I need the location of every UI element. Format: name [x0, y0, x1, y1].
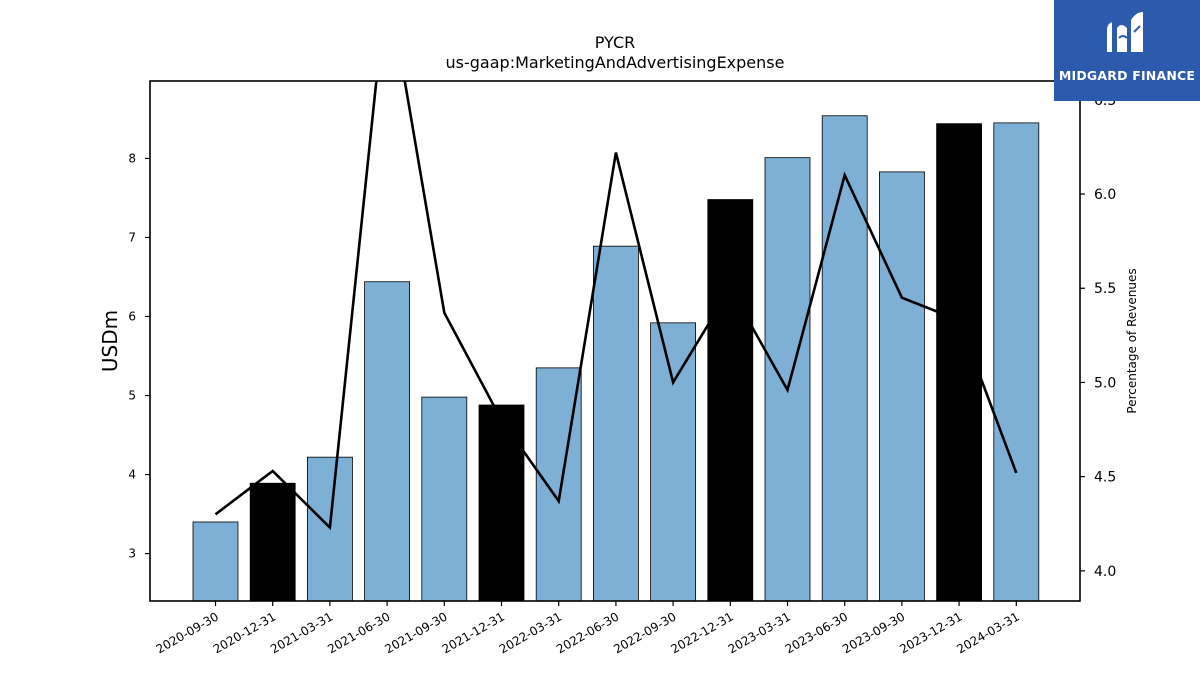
x-tick-label: 2022-12-31 [668, 609, 735, 656]
bar-2021-06-30 [364, 281, 411, 602]
logo-icon [1107, 12, 1143, 52]
x-tick-label: 2023-09-30 [840, 609, 907, 656]
bar-2021-09-30 [421, 396, 468, 602]
bars-group [192, 115, 1040, 602]
bar-2023-03-31 [764, 157, 811, 602]
x-tick-label: 2021-09-30 [382, 609, 449, 656]
x-tick-label: 2020-09-30 [154, 609, 221, 656]
y2-tick-label: 4.5 [1094, 470, 1116, 486]
bar-2022-12-31 [707, 199, 754, 602]
y-tick-label: 6 [128, 310, 136, 324]
x-tick-label: 2022-09-30 [611, 609, 678, 656]
x-tick-label: 2021-03-31 [268, 609, 335, 656]
y-axis-right: 4.04.55.05.56.06.5 [1080, 93, 1116, 580]
bar-2024-03-31 [993, 122, 1040, 602]
x-tick-label: 2023-12-31 [897, 609, 964, 656]
bar-2023-06-30 [821, 115, 868, 602]
chart-title: PYCR [595, 33, 635, 52]
chart-subtitle: us-gaap:MarketingAndAdvertisingExpense [446, 53, 785, 72]
y2-tick-label: 5.5 [1094, 281, 1116, 297]
x-axis: 2020-09-302020-12-312021-03-312021-06-30… [154, 601, 1022, 656]
y-tick-label: 5 [128, 389, 136, 403]
y2-tick-label: 6.0 [1094, 187, 1116, 203]
x-tick-label: 2023-03-31 [726, 609, 793, 656]
bar-2021-12-31 [478, 404, 525, 602]
x-tick-label: 2021-06-30 [325, 609, 392, 656]
y-tick-label: 8 [128, 151, 136, 165]
bar-2020-09-30 [192, 521, 239, 602]
x-tick-label: 2024-03-31 [954, 609, 1021, 656]
plot-frame [149, 80, 1081, 602]
y-tick-label: 3 [128, 547, 136, 561]
bar-2022-09-30 [650, 322, 696, 602]
y2-tick-label: 4.0 [1094, 564, 1116, 580]
y-axis-left: 3 4 5 6 7 8 [128, 151, 150, 561]
bar-2023-09-30 [879, 171, 925, 602]
y-tick-label: 4 [128, 468, 136, 482]
line-group [214, 81, 1018, 531]
bar-2020-12-31 [249, 482, 296, 602]
percentage-line [214, 81, 1018, 531]
logo-text: MIDGARD FINANCE [1058, 68, 1196, 83]
y-axis-label-right: Percentage of Revenues [1125, 268, 1139, 413]
x-tick-label: 2020-12-31 [211, 609, 278, 656]
x-tick-label: 2021-12-31 [440, 609, 507, 656]
x-tick-label: 2023-06-30 [783, 609, 850, 656]
bar-2022-06-30 [593, 245, 639, 602]
x-tick-label: 2022-06-30 [554, 609, 621, 656]
logo: MIDGARD FINANCE [1054, 0, 1200, 101]
y-axis-label-left: USDm [98, 310, 122, 372]
x-tick-label: 2022-03-31 [497, 609, 564, 656]
y2-tick-label: 5.0 [1094, 375, 1116, 391]
y-tick-label: 7 [128, 230, 136, 244]
